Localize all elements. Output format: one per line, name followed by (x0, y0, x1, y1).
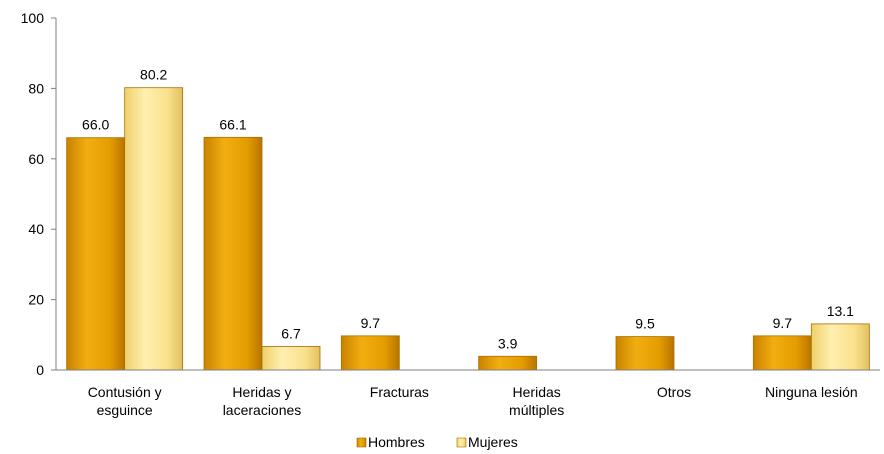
legend-swatch-mujeres (456, 437, 467, 448)
data-labels: 66.0 80.2 66.1 6.7 9.7 3.9 9.5 9.7 13.1 (82, 67, 854, 352)
bar-mujeres (810, 323, 870, 371)
bar-mujeres (261, 346, 321, 371)
bar-hombres (478, 355, 538, 371)
data-label: 13.1 (827, 303, 854, 319)
x-category-label: esguince (97, 402, 153, 418)
x-category-label: laceraciones (223, 402, 302, 418)
y-tick-label: 40 (28, 221, 44, 237)
bar-hombres (340, 335, 400, 371)
y-tick-label: 60 (28, 151, 44, 167)
x-category-label: Heridas (513, 384, 561, 400)
data-label: 66.1 (219, 116, 246, 132)
data-label: 9.7 (773, 315, 793, 331)
legend-label-hombres: Hombres (368, 434, 425, 450)
bars (66, 87, 870, 371)
x-category-label: Fracturas (370, 384, 429, 400)
bar-hombres (203, 136, 263, 371)
bar-hombres (752, 335, 812, 371)
data-label: 9.7 (361, 315, 381, 331)
x-category-label: Contusión y (88, 384, 162, 400)
y-tick-label: 80 (28, 80, 44, 96)
bar-hombres (66, 137, 126, 371)
legend-swatch-hombres (356, 437, 367, 448)
y-axis: 0 20 40 60 80 100 (21, 10, 57, 378)
y-tick-label: 20 (28, 292, 44, 308)
data-label: 6.7 (281, 325, 301, 341)
data-label: 80.2 (140, 67, 167, 83)
bar-hombres (615, 336, 675, 371)
x-category-label: Ninguna lesión (765, 384, 858, 400)
data-label: 3.9 (498, 335, 518, 351)
bar-mujeres (124, 87, 184, 371)
data-label: 9.5 (635, 316, 655, 332)
y-tick-label: 100 (21, 10, 45, 26)
data-label: 66.0 (82, 117, 109, 133)
x-category-label: múltiples (509, 402, 564, 418)
y-tick-label: 0 (36, 362, 44, 378)
x-category-label: Heridas y (232, 384, 291, 400)
x-axis: Contusión y esguince Heridas y laceraciones… (56, 369, 880, 418)
legend: Hombres Mujeres (356, 434, 518, 450)
legend-label-mujeres: Mujeres (468, 434, 518, 450)
x-category-label: Otros (657, 384, 691, 400)
